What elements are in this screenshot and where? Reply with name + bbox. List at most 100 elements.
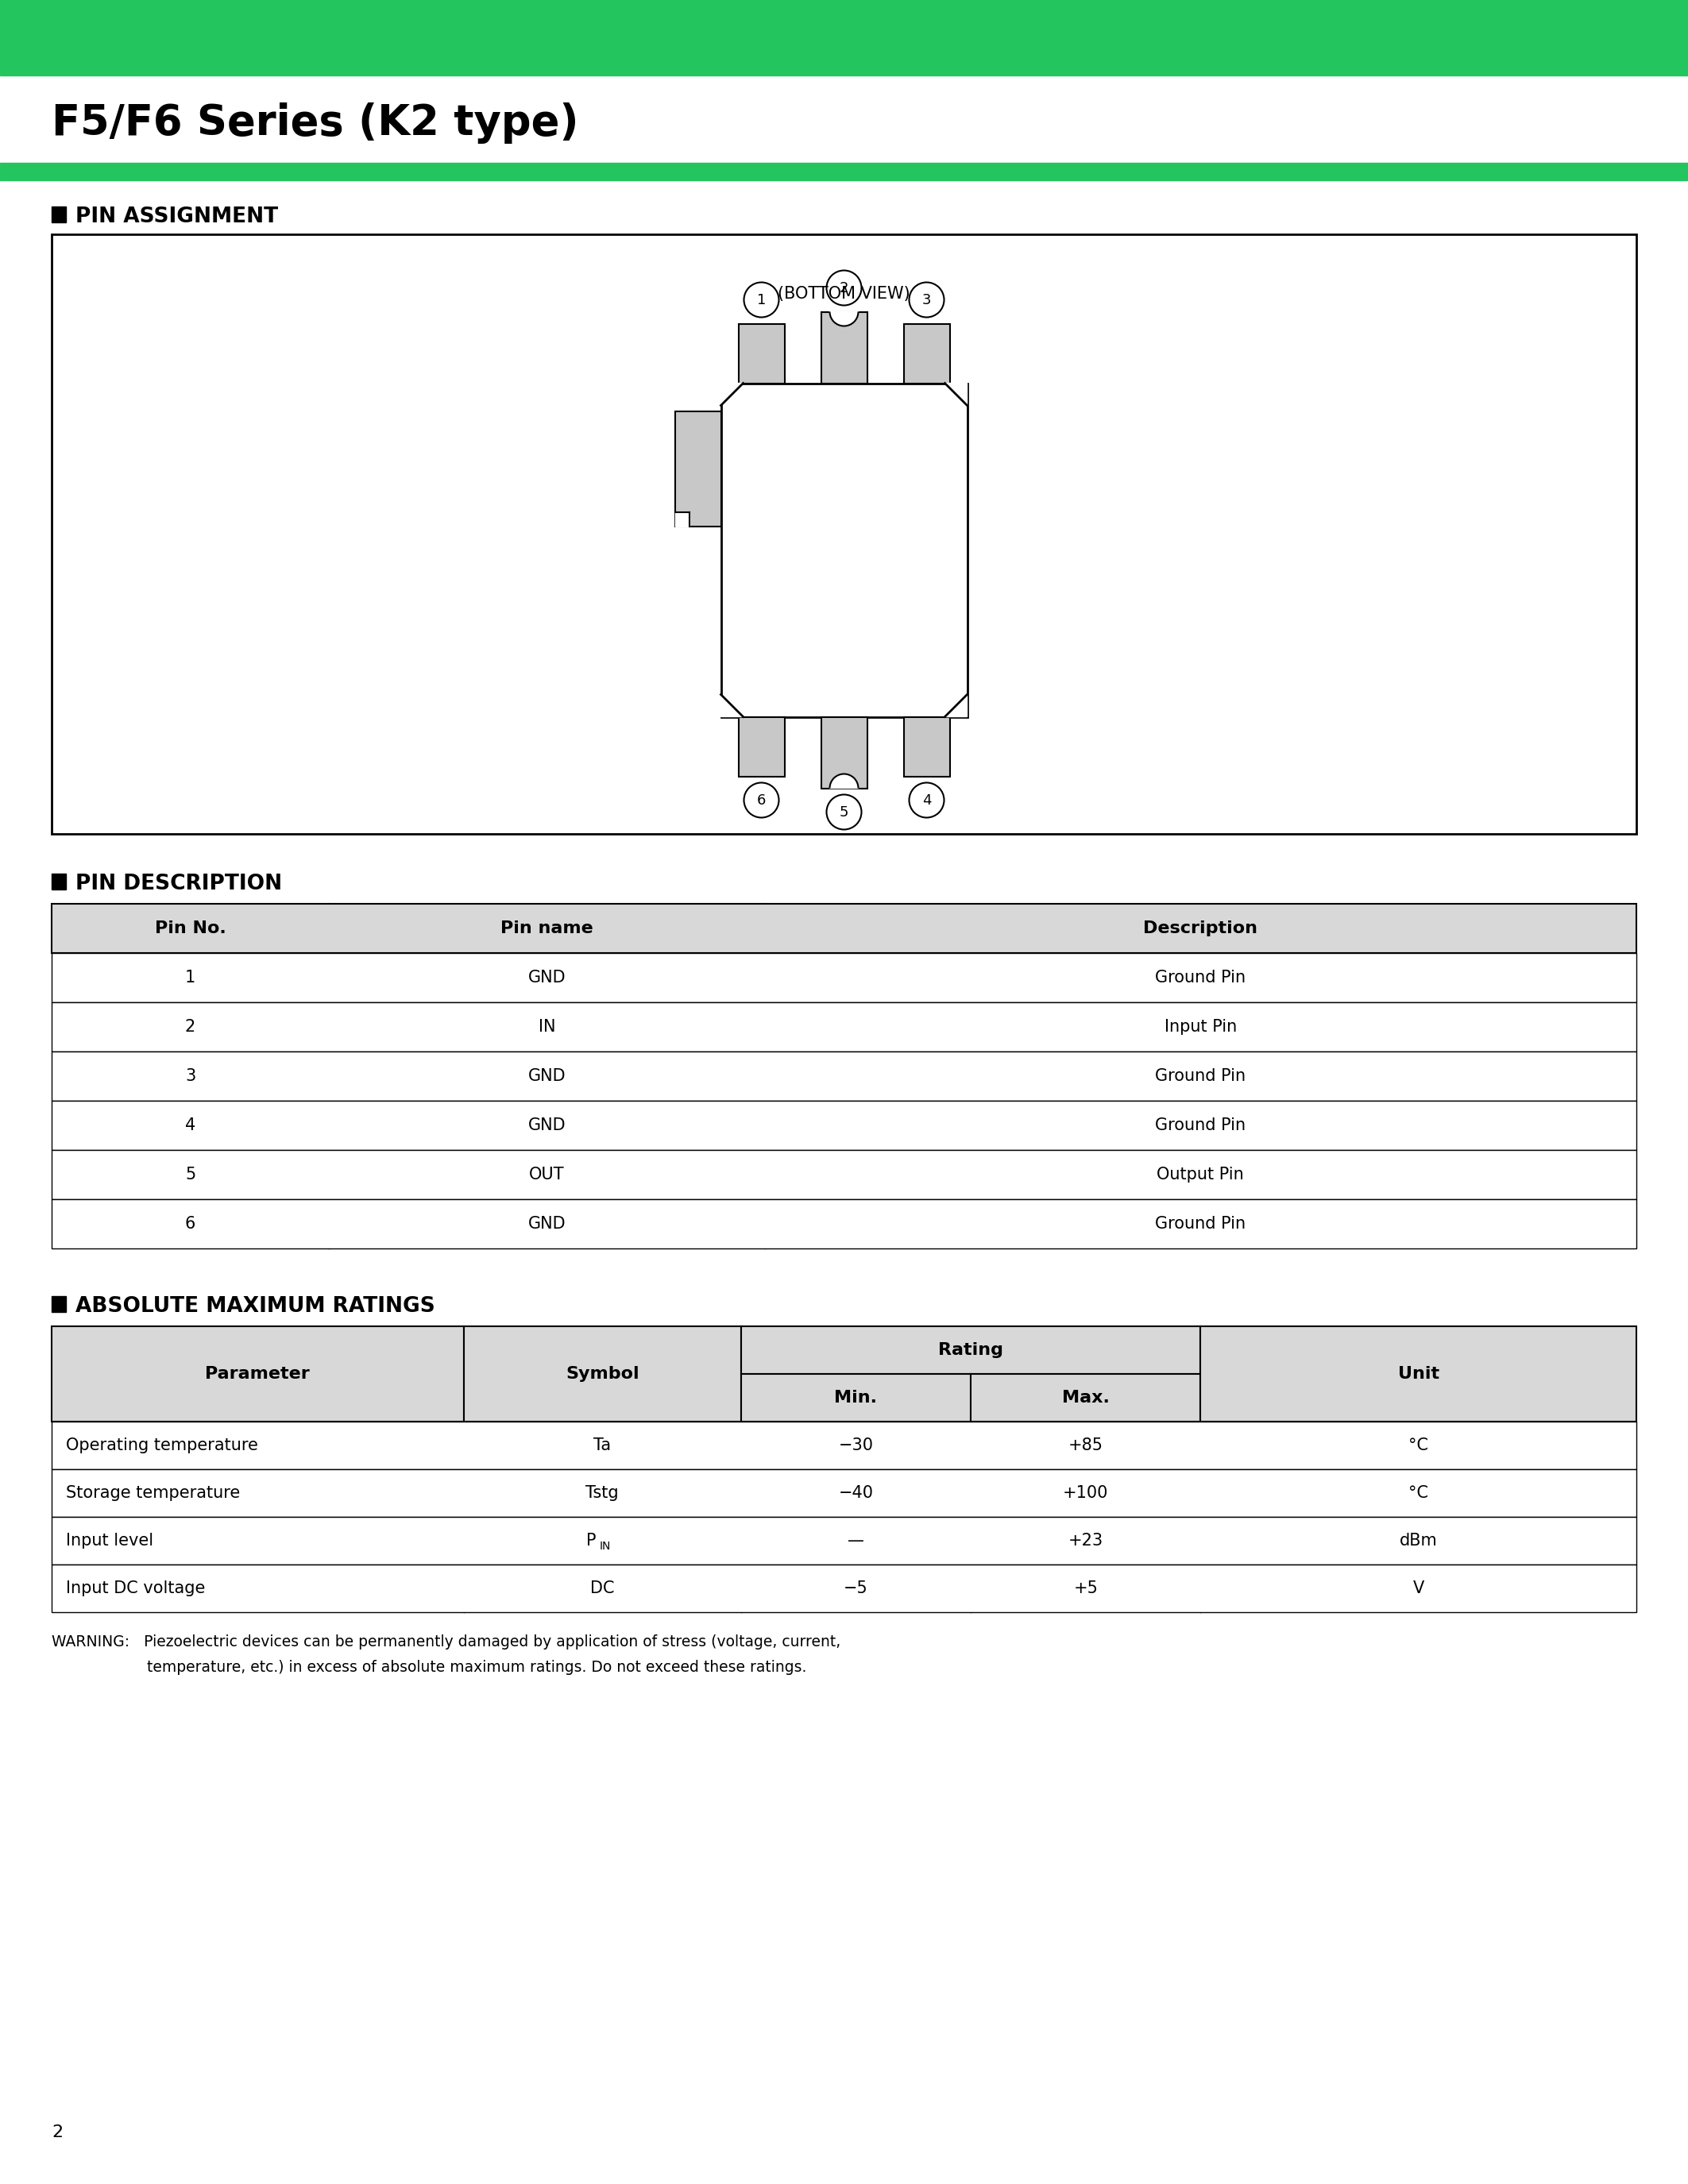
Bar	[52, 1564, 1636, 1612]
Text: −5: −5	[844, 1581, 868, 1597]
Text: 6: 6	[186, 1216, 196, 1232]
Bar	[52, 1295, 66, 1313]
Text: 5: 5	[186, 1166, 196, 1182]
Bar	[738, 716, 785, 775]
Text: Ground Pin: Ground Pin	[1155, 1068, 1246, 1083]
Text: —: —	[847, 1533, 864, 1548]
Text: ABSOLUTE MAXIMUM RATINGS: ABSOLUTE MAXIMUM RATINGS	[76, 1295, 436, 1317]
Bar	[741, 1374, 971, 1422]
Bar	[52, 234, 1636, 834]
Bar	[721, 382, 967, 716]
Text: DC: DC	[591, 1581, 614, 1597]
Text: Symbol: Symbol	[565, 1365, 640, 1382]
Text: −30: −30	[839, 1437, 873, 1452]
Text: Parameter: Parameter	[206, 1365, 311, 1382]
Text: IN: IN	[599, 1540, 611, 1553]
Text: GND: GND	[528, 1068, 565, 1083]
Bar	[52, 207, 66, 223]
Wedge shape	[830, 773, 858, 788]
Text: +23: +23	[1069, 1533, 1104, 1548]
Text: Ground Pin: Ground Pin	[1155, 1216, 1246, 1232]
Text: Operating temperature: Operating temperature	[66, 1437, 258, 1452]
Bar	[903, 716, 950, 775]
Bar	[52, 952, 1636, 1002]
Text: 3: 3	[922, 293, 932, 308]
Text: Pin name: Pin name	[500, 919, 592, 937]
Bar	[52, 1422, 1636, 1470]
Bar	[52, 1101, 1636, 1151]
Bar	[52, 1002, 1636, 1051]
Polygon shape	[721, 695, 743, 716]
Text: Description: Description	[1143, 919, 1258, 937]
Bar	[52, 1518, 1636, 1564]
Bar	[52, 904, 1636, 952]
Text: +5: +5	[1074, 1581, 1097, 1597]
Bar	[1200, 1326, 1636, 1422]
Text: temperature, etc.) in excess of absolute maximum ratings. Do not exceed these ra: temperature, etc.) in excess of absolute…	[147, 1660, 807, 1675]
Bar	[820, 312, 868, 382]
Text: V: V	[1413, 1581, 1425, 1597]
Text: Tstg: Tstg	[586, 1485, 619, 1500]
Bar	[52, 1199, 1636, 1249]
Text: PIN DESCRIPTION: PIN DESCRIPTION	[76, 874, 282, 893]
Text: 2: 2	[186, 1020, 196, 1035]
Bar	[52, 1326, 464, 1422]
Bar	[675, 411, 721, 526]
Text: Input Pin: Input Pin	[1165, 1020, 1237, 1035]
Text: Pin No.: Pin No.	[155, 919, 226, 937]
Bar	[52, 1151, 1636, 1199]
Bar	[52, 1051, 1636, 1101]
Text: (BOTTOM VIEW): (BOTTOM VIEW)	[778, 286, 910, 301]
Text: OUT: OUT	[528, 1166, 564, 1182]
Text: WARNING:   Piezoelectric devices can be permanently damaged by application of st: WARNING: Piezoelectric devices can be pe…	[52, 1634, 841, 1649]
Text: Ground Pin: Ground Pin	[1155, 1118, 1246, 1133]
Text: 6: 6	[756, 793, 766, 808]
Text: −40: −40	[839, 1485, 873, 1500]
Text: Min.: Min.	[834, 1389, 878, 1406]
Text: dBm: dBm	[1399, 1533, 1438, 1548]
Text: 4: 4	[186, 1118, 196, 1133]
Text: Output Pin: Output Pin	[1156, 1166, 1244, 1182]
Polygon shape	[945, 382, 967, 406]
Text: Max.: Max.	[1062, 1389, 1109, 1406]
Bar	[741, 1326, 1200, 1374]
Text: 2: 2	[52, 2125, 62, 2140]
Text: F5/F6 Series (K2 type): F5/F6 Series (K2 type)	[52, 103, 579, 144]
Text: Storage temperature: Storage temperature	[66, 1485, 240, 1500]
Bar	[971, 1374, 1200, 1422]
Bar	[0, 164, 1688, 181]
Text: +85: +85	[1069, 1437, 1104, 1452]
Text: 1: 1	[756, 293, 766, 308]
Polygon shape	[945, 695, 967, 716]
Polygon shape	[721, 382, 743, 406]
Text: +100: +100	[1063, 1485, 1109, 1500]
Text: Input DC voltage: Input DC voltage	[66, 1581, 206, 1597]
Bar	[0, 0, 1688, 76]
Text: Input level: Input level	[66, 1533, 154, 1548]
Text: Rating: Rating	[939, 1343, 1003, 1358]
Text: P: P	[586, 1533, 596, 1548]
Bar	[820, 716, 868, 788]
Wedge shape	[830, 312, 858, 325]
Text: 1: 1	[186, 970, 196, 985]
Text: Ta: Ta	[594, 1437, 611, 1452]
Text: °C: °C	[1408, 1437, 1428, 1452]
Text: 3: 3	[186, 1068, 196, 1083]
Text: 4: 4	[922, 793, 932, 808]
Text: Unit: Unit	[1398, 1365, 1440, 1382]
Bar	[903, 323, 950, 382]
Bar	[675, 511, 689, 526]
Text: PIN ASSIGNMENT: PIN ASSIGNMENT	[76, 207, 279, 227]
Bar	[52, 1470, 1636, 1518]
Text: °C: °C	[1408, 1485, 1428, 1500]
Bar	[738, 323, 785, 382]
Text: 5: 5	[839, 806, 849, 819]
Text: GND: GND	[528, 1216, 565, 1232]
Text: IN: IN	[538, 1020, 555, 1035]
Text: GND: GND	[528, 1118, 565, 1133]
Text: 2: 2	[839, 282, 849, 295]
Text: GND: GND	[528, 970, 565, 985]
Bar	[464, 1326, 741, 1422]
Text: Ground Pin: Ground Pin	[1155, 970, 1246, 985]
Bar	[52, 874, 66, 889]
